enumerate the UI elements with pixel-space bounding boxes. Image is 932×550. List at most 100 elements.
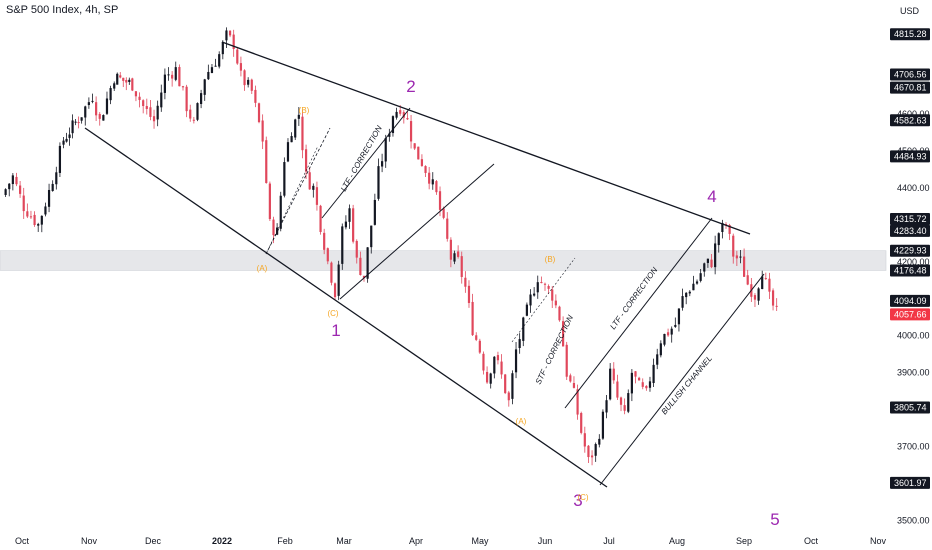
candle-body: [402, 112, 405, 118]
candle-body: [279, 195, 282, 229]
svg-text:3805.74: 3805.74: [894, 403, 927, 413]
candle-body: [348, 208, 351, 222]
candle-body: [688, 291, 691, 294]
candle-body: [399, 110, 402, 114]
candle-body: [666, 332, 670, 336]
candle-body: [265, 140, 268, 183]
candle-body: [775, 305, 778, 307]
price-label: 4315.72: [890, 212, 930, 225]
wave-label-minor: (C): [577, 493, 588, 502]
candle-body: [80, 117, 83, 121]
candle-body: [496, 355, 500, 361]
candle-body: [771, 290, 775, 306]
candle-body: [493, 356, 496, 374]
candle-body: [370, 225, 373, 248]
trendline: [511, 257, 576, 343]
svg-text:4094.09: 4094.09: [894, 296, 927, 306]
svg-text:4315.72: 4315.72: [894, 214, 927, 224]
trendline: [599, 273, 765, 486]
candle-body: [648, 381, 652, 388]
candle-body: [417, 146, 420, 160]
candle-body: [116, 73, 119, 85]
candle-body: [478, 340, 481, 353]
candle-body: [475, 335, 478, 340]
candle-body: [294, 119, 297, 138]
candle-body: [485, 371, 489, 383]
candle-body: [337, 264, 340, 296]
candle-body: [51, 183, 54, 191]
candle-body: [583, 433, 586, 447]
candle-body: [420, 159, 424, 166]
candle-body: [511, 373, 514, 399]
candle-body: [290, 136, 293, 143]
candle-body: [652, 364, 655, 384]
candle-body: [482, 353, 485, 371]
candle-body: [681, 296, 684, 308]
candle-body: [128, 79, 131, 82]
candle-body: [19, 185, 22, 194]
wave-label-minor: (B): [299, 106, 310, 115]
candle-body: [373, 199, 376, 225]
candle-body: [152, 116, 156, 122]
candles: [4, 27, 778, 466]
trendline: [265, 127, 331, 255]
candle-body: [71, 120, 74, 134]
candle-body: [11, 175, 14, 185]
candle-body: [160, 92, 163, 108]
candle-body: [721, 222, 724, 233]
candle-body: [569, 375, 572, 382]
candle-body: [68, 134, 71, 138]
candle-body: [576, 389, 579, 415]
candle-body: [670, 328, 673, 335]
candle-body: [91, 100, 94, 102]
candle-body: [616, 381, 619, 398]
candle-body: [352, 208, 355, 242]
candle-body: [739, 256, 742, 258]
candle-body: [4, 189, 7, 195]
candle-body: [149, 107, 152, 117]
x-tick-label: Dec: [145, 536, 162, 546]
candle-body: [732, 235, 735, 257]
candle-body: [167, 74, 170, 76]
candle-body: [388, 133, 391, 137]
candle-body: [489, 373, 492, 384]
candle-body: [8, 183, 11, 190]
candle-body: [453, 253, 456, 262]
candle-body: [630, 372, 633, 394]
candle-body: [543, 283, 547, 285]
candle-body: [768, 278, 771, 292]
candle-body: [44, 206, 47, 215]
candle-body: [225, 30, 228, 41]
x-tick-label: Oct: [15, 536, 30, 546]
candle-body: [171, 74, 174, 79]
x-tick-label: 2022: [212, 536, 232, 546]
candle-body: [74, 121, 77, 123]
candle-body: [304, 149, 308, 172]
candle-body: [185, 86, 188, 112]
trendlines: [84, 41, 765, 488]
candle-body: [761, 276, 764, 290]
line-annotation: BULLISH CHANNEL: [660, 354, 714, 416]
price-label: 4706.56: [890, 68, 930, 81]
candle-body: [645, 385, 648, 389]
candle-body: [178, 67, 181, 87]
candle-body: [663, 333, 666, 345]
candle-body: [735, 255, 738, 259]
candle-body: [203, 79, 206, 95]
candle-body: [428, 172, 431, 184]
candle-body: [413, 143, 416, 149]
price-label: 4229.93: [890, 244, 930, 257]
candle-body: [391, 116, 395, 134]
x-tick-label: Aug: [669, 536, 685, 546]
candle-body: [384, 137, 387, 162]
candle-body: [435, 181, 438, 193]
candle-body: [514, 349, 518, 373]
candle-body: [547, 286, 550, 289]
candle-body: [554, 300, 557, 306]
x-tick-label: Nov: [870, 536, 887, 546]
candle-body: [572, 382, 576, 388]
candle-body: [728, 224, 731, 234]
candle-body: [65, 138, 68, 142]
candle-body: [703, 263, 706, 272]
